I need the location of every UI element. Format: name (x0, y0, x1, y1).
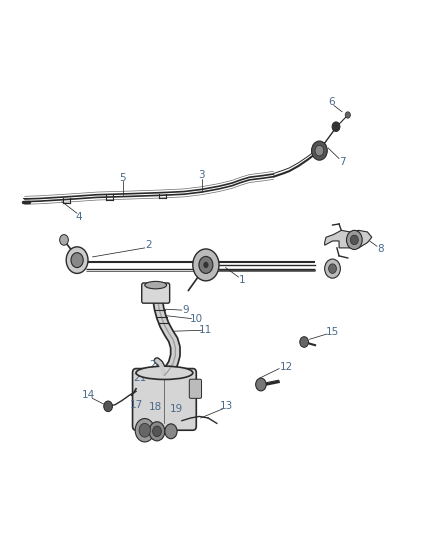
Circle shape (135, 418, 154, 442)
Text: 1: 1 (239, 275, 245, 285)
Polygon shape (325, 230, 372, 248)
Circle shape (149, 422, 165, 441)
Circle shape (60, 235, 68, 245)
Text: 13: 13 (220, 401, 233, 411)
Text: 5: 5 (120, 173, 126, 183)
Circle shape (104, 401, 113, 411)
Circle shape (315, 146, 324, 156)
Text: 3: 3 (198, 170, 205, 180)
Circle shape (328, 264, 336, 273)
Text: 2: 2 (145, 240, 152, 250)
Circle shape (199, 256, 213, 273)
Circle shape (346, 230, 362, 249)
Text: 7: 7 (339, 157, 346, 167)
Text: 4: 4 (75, 212, 82, 222)
Text: 9: 9 (183, 305, 189, 315)
Text: 20: 20 (149, 360, 162, 370)
Text: 21: 21 (133, 373, 146, 383)
Circle shape (345, 112, 350, 118)
Circle shape (311, 141, 327, 160)
Text: 8: 8 (377, 244, 384, 254)
Text: 16: 16 (142, 284, 156, 294)
FancyBboxPatch shape (142, 283, 170, 303)
Circle shape (332, 122, 340, 132)
Text: 18: 18 (149, 402, 162, 412)
Circle shape (165, 424, 177, 439)
FancyBboxPatch shape (133, 368, 196, 430)
Circle shape (71, 253, 83, 268)
FancyBboxPatch shape (189, 379, 201, 398)
Circle shape (203, 262, 208, 268)
Text: 17: 17 (129, 400, 143, 410)
Ellipse shape (136, 366, 193, 379)
Text: 10: 10 (190, 313, 203, 324)
Circle shape (325, 259, 340, 278)
Ellipse shape (145, 281, 166, 289)
Text: 14: 14 (82, 390, 95, 400)
Circle shape (256, 378, 266, 391)
Circle shape (350, 235, 358, 245)
Circle shape (152, 426, 161, 437)
Circle shape (66, 247, 88, 273)
Text: 6: 6 (328, 97, 335, 107)
Text: 12: 12 (279, 362, 293, 372)
Circle shape (193, 249, 219, 281)
Circle shape (139, 423, 150, 437)
Text: 19: 19 (170, 404, 183, 414)
Text: 11: 11 (199, 325, 212, 335)
Text: 15: 15 (326, 327, 339, 337)
Circle shape (300, 337, 308, 348)
